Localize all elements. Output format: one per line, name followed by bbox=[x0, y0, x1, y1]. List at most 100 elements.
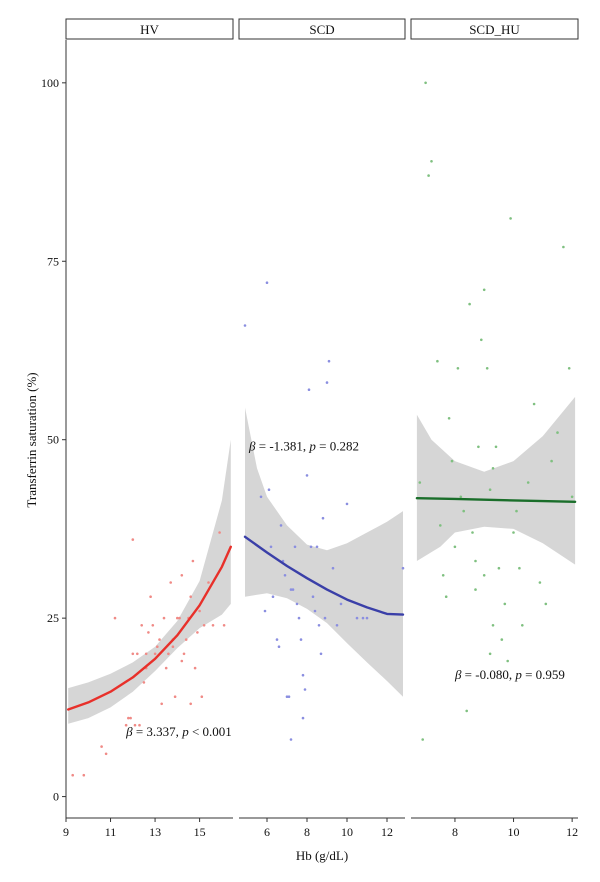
data-point bbox=[465, 709, 469, 713]
data-point bbox=[189, 595, 192, 598]
data-point bbox=[506, 659, 510, 663]
data-point bbox=[509, 217, 512, 220]
data-point bbox=[211, 624, 215, 627]
confidence-band bbox=[416, 396, 576, 565]
stat-annotation: β = -1.381, p = 0.282 bbox=[248, 438, 359, 453]
data-point bbox=[285, 695, 289, 698]
y-axis-title: Transferrin saturation (%) bbox=[24, 372, 39, 507]
data-point bbox=[459, 495, 463, 499]
data-point bbox=[140, 624, 143, 627]
x-tick-label: 9 bbox=[63, 825, 69, 839]
data-point bbox=[471, 531, 474, 534]
data-point bbox=[176, 616, 179, 620]
data-point bbox=[173, 695, 177, 698]
data-point bbox=[82, 773, 86, 777]
data-point bbox=[100, 745, 103, 748]
data-point bbox=[164, 666, 168, 670]
x-tick-label: 10 bbox=[341, 825, 353, 839]
data-point bbox=[450, 459, 454, 463]
data-point bbox=[307, 388, 311, 392]
data-point bbox=[421, 738, 425, 741]
data-point bbox=[202, 624, 206, 627]
data-point bbox=[124, 723, 128, 727]
data-point bbox=[361, 616, 365, 620]
data-point bbox=[182, 652, 186, 656]
data-point bbox=[453, 545, 457, 549]
data-point bbox=[538, 581, 542, 584]
data-point bbox=[222, 624, 226, 627]
data-point bbox=[178, 616, 181, 620]
data-point bbox=[299, 638, 303, 641]
data-point bbox=[317, 624, 321, 627]
data-point bbox=[287, 695, 291, 698]
y-tick-label: 75 bbox=[47, 254, 59, 268]
stat-annotation: β = -0.080, p = 0.959 bbox=[454, 667, 565, 682]
x-tick-label: 8 bbox=[452, 825, 458, 839]
data-point bbox=[259, 495, 263, 499]
panel-strip bbox=[65, 18, 234, 40]
data-point bbox=[427, 174, 430, 177]
data-point bbox=[207, 581, 210, 584]
data-point bbox=[441, 574, 445, 577]
data-point bbox=[515, 509, 518, 513]
data-point bbox=[323, 616, 327, 620]
x-tick-label: 6 bbox=[264, 825, 270, 839]
data-point bbox=[180, 574, 184, 577]
data-point bbox=[477, 445, 480, 449]
data-point bbox=[567, 367, 571, 370]
confidence-band bbox=[245, 407, 403, 697]
fit-line bbox=[243, 535, 405, 616]
data-point bbox=[327, 359, 331, 363]
data-point bbox=[497, 566, 501, 570]
data-point bbox=[158, 638, 161, 641]
data-point bbox=[162, 616, 166, 620]
data-point bbox=[193, 666, 197, 670]
data-point bbox=[243, 324, 247, 327]
data-point bbox=[297, 616, 301, 620]
data-point bbox=[544, 602, 548, 606]
data-point bbox=[305, 474, 309, 477]
data-point bbox=[488, 488, 492, 492]
panel-strip-label: SCD_HU bbox=[469, 22, 520, 37]
data-point bbox=[503, 602, 507, 606]
data-point bbox=[283, 574, 287, 577]
data-point bbox=[345, 502, 349, 506]
data-point bbox=[151, 624, 155, 627]
data-point bbox=[355, 616, 359, 620]
data-point bbox=[267, 488, 271, 492]
panel-hv: HV 9 11 13 15 β = 3.337, p < 0.001 bbox=[63, 18, 234, 839]
data-point bbox=[482, 288, 486, 292]
data-point bbox=[218, 531, 221, 534]
data-point bbox=[570, 495, 574, 499]
data-point bbox=[521, 624, 524, 627]
fit-line bbox=[66, 545, 233, 711]
data-point bbox=[319, 652, 323, 656]
data-point bbox=[198, 609, 201, 613]
data-point bbox=[444, 595, 448, 598]
x-tick-label: 12 bbox=[566, 825, 578, 839]
panels: HV 9 11 13 15 β = 3.337, p < 0.001 SCD 6 8 10 12 β … bbox=[63, 18, 579, 839]
panel-strip-label: HV bbox=[140, 22, 159, 37]
data-point bbox=[556, 431, 559, 434]
data-point bbox=[482, 574, 486, 577]
data-point bbox=[321, 516, 325, 520]
data-point bbox=[279, 524, 283, 527]
data-point bbox=[311, 595, 315, 598]
data-point bbox=[277, 645, 281, 648]
data-point bbox=[180, 659, 184, 663]
x-tick-label: 13 bbox=[149, 825, 161, 839]
data-point bbox=[526, 481, 530, 484]
data-point bbox=[339, 602, 343, 606]
panel-scd-hu: SCD_HU 8 10 12 β = -0.080, p = 0.959 bbox=[410, 18, 579, 839]
y-tick-label: 50 bbox=[47, 433, 59, 447]
data-point bbox=[291, 588, 295, 591]
y-tick-label: 100 bbox=[41, 76, 59, 90]
data-point bbox=[532, 402, 536, 406]
data-point bbox=[71, 773, 74, 777]
data-point bbox=[275, 638, 279, 641]
data-point bbox=[512, 531, 515, 534]
data-point bbox=[331, 566, 335, 570]
data-point bbox=[468, 302, 471, 306]
data-point bbox=[156, 645, 159, 648]
data-point bbox=[335, 624, 339, 627]
